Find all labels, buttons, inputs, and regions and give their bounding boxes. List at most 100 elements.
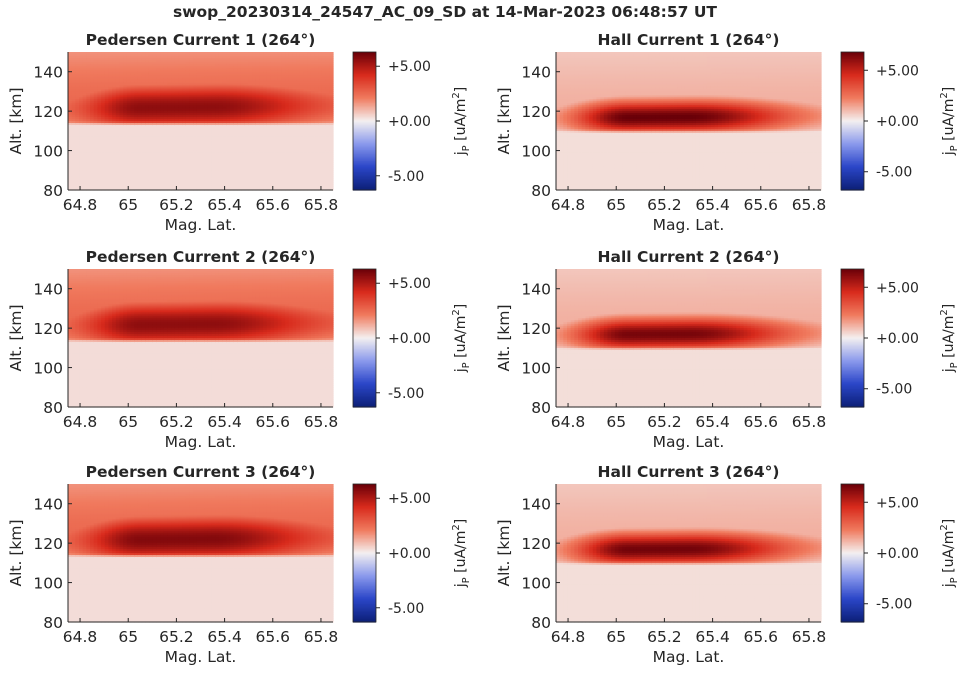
heatmap-cell xyxy=(152,122,157,126)
heatmap-cell xyxy=(112,170,117,173)
heatmap-cell xyxy=(101,184,106,187)
heatmap-cell xyxy=(130,150,135,154)
heatmap-cell xyxy=(101,52,106,55)
heatmap-cell xyxy=(211,99,216,102)
heatmap-cell xyxy=(93,73,99,77)
heatmap-cell xyxy=(79,180,84,183)
heatmap-cell xyxy=(152,170,157,173)
heatmap-cell xyxy=(97,140,102,144)
heatmap-cell xyxy=(226,89,231,93)
heatmap-cell xyxy=(171,148,176,152)
heatmap-cell xyxy=(215,77,220,81)
heatmap-cell xyxy=(182,52,187,55)
heatmap-cell xyxy=(145,126,150,130)
heatmap-cell xyxy=(82,138,87,142)
heatmap-cell xyxy=(97,65,102,69)
heatmap-cell xyxy=(167,117,172,120)
heatmap-cell xyxy=(174,164,180,167)
heatmap-cell xyxy=(104,81,110,85)
heatmap-cell xyxy=(218,180,224,183)
heatmap-cell xyxy=(115,53,121,57)
heatmap-cell xyxy=(104,67,110,71)
heatmap-cell xyxy=(193,97,198,100)
heatmap-cell xyxy=(112,65,117,69)
heatmap-cell xyxy=(229,101,235,104)
heatmap-cell xyxy=(178,117,183,120)
heatmap-cell xyxy=(152,178,157,181)
heatmap-cell xyxy=(200,142,205,146)
heatmap-cell xyxy=(167,172,172,175)
heatmap-cell xyxy=(115,164,121,167)
heatmap-cell xyxy=(167,154,172,158)
heatmap-cell xyxy=(141,168,146,171)
heatmap-cell xyxy=(163,138,168,142)
heatmap-cell xyxy=(68,156,73,160)
heatmap-cell xyxy=(200,85,205,89)
heatmap-cell xyxy=(211,89,216,93)
heatmap-cell xyxy=(160,103,165,106)
heatmap-cell xyxy=(97,111,102,114)
heatmap-cell xyxy=(68,61,73,65)
heatmap-cell xyxy=(75,71,80,75)
heatmap-cell xyxy=(229,132,235,136)
heatmap-cell xyxy=(145,69,150,73)
heatmap-cell xyxy=(68,172,73,175)
heatmap-cell xyxy=(196,111,202,114)
heatmap-cell xyxy=(174,55,180,59)
heatmap-cell xyxy=(141,140,146,144)
heatmap-cell xyxy=(145,115,150,118)
heatmap-cell xyxy=(207,162,213,165)
heatmap-cell xyxy=(134,99,139,102)
heatmap-cell xyxy=(148,65,154,69)
heatmap-cell xyxy=(112,150,117,154)
heatmap-cell xyxy=(115,85,121,89)
heatmap-cell xyxy=(215,128,220,132)
heatmap-cell xyxy=(123,178,128,181)
heatmap-cell xyxy=(182,77,187,81)
heatmap-cell xyxy=(218,168,224,171)
heatmap-cell xyxy=(79,91,84,94)
heatmap-cell xyxy=(167,166,172,169)
heatmap-cell xyxy=(218,85,224,89)
heatmap-cell xyxy=(126,136,132,140)
heatmap-cell xyxy=(137,93,143,96)
heatmap-cell xyxy=(207,85,213,89)
heatmap-cell xyxy=(123,107,128,110)
heatmap-cell xyxy=(71,75,76,79)
heatmap-cell xyxy=(97,142,102,146)
heatmap-cell xyxy=(137,182,143,185)
heatmap-cell xyxy=(160,75,165,79)
heatmap-cell xyxy=(104,119,110,122)
heatmap-cell xyxy=(185,71,191,75)
heatmap-cell xyxy=(185,77,191,81)
heatmap-cell xyxy=(218,53,224,57)
heatmap-cell xyxy=(134,150,139,154)
heatmap-cell xyxy=(123,144,128,148)
heatmap-cell xyxy=(115,91,121,94)
heatmap-cell xyxy=(189,71,194,75)
heatmap-cell xyxy=(101,152,106,156)
heatmap-cell xyxy=(196,170,202,173)
heatmap-cell xyxy=(145,174,150,177)
heatmap-cell xyxy=(156,188,161,191)
heatmap-cell xyxy=(226,83,231,87)
heatmap-cell xyxy=(93,180,99,183)
heatmap-cell xyxy=(222,73,227,77)
heatmap-cell xyxy=(71,57,76,61)
heatmap-cell xyxy=(218,81,224,85)
heatmap-cell xyxy=(86,152,91,156)
heatmap-cell xyxy=(215,65,220,69)
heatmap-cell xyxy=(229,61,235,65)
heatmap-cell xyxy=(160,126,165,130)
heatmap-cell xyxy=(178,59,183,63)
heatmap-cell xyxy=(71,77,76,81)
heatmap-cell xyxy=(211,67,216,71)
heatmap-cell xyxy=(182,75,187,79)
heatmap-cell xyxy=(178,140,183,144)
heatmap-cell xyxy=(193,144,198,148)
heatmap-cell xyxy=(119,119,124,122)
heatmap-cell xyxy=(71,81,76,85)
heatmap-cell xyxy=(152,146,157,150)
heatmap-cell xyxy=(167,53,172,57)
heatmap-cell xyxy=(130,81,135,85)
